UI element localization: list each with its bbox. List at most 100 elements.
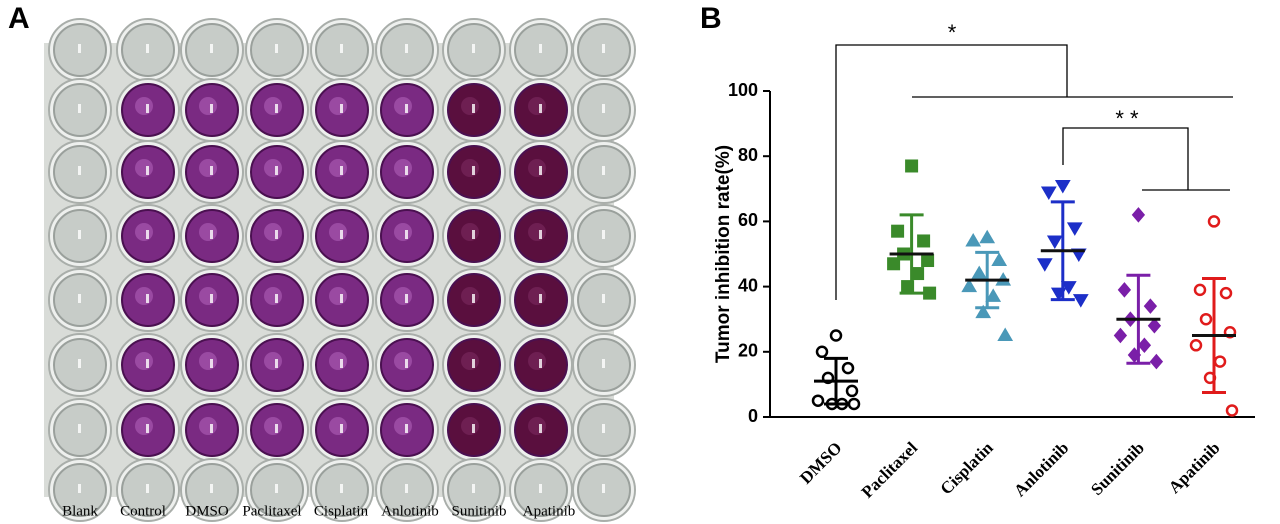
x-tick-label: Anlotinib (1010, 438, 1072, 500)
plate-photo (44, 18, 636, 522)
well-glare (340, 166, 343, 175)
point (1143, 298, 1158, 314)
well-glare (210, 424, 213, 433)
lane-label: Anlotinib (381, 503, 439, 519)
well-highlight (394, 159, 412, 177)
point (1113, 327, 1128, 344)
well-glare (146, 166, 149, 175)
well-highlight (329, 223, 347, 241)
well-glare (539, 294, 542, 303)
well-glare (602, 359, 605, 368)
lane-label: Cisplatin (314, 503, 369, 519)
point (811, 394, 825, 407)
y-tick-label: 80 (738, 145, 758, 165)
lane-label: Sunitinib (451, 503, 506, 519)
point (847, 397, 861, 411)
well-highlight (394, 352, 412, 370)
point (1189, 339, 1203, 352)
well-glare (539, 44, 542, 53)
point (1036, 258, 1053, 272)
point (815, 345, 829, 359)
significance-brackets (835, 44, 1233, 300)
point (1207, 215, 1221, 228)
well-glare (275, 230, 278, 239)
well-glare (405, 230, 408, 239)
lane-label: Apatinib (523, 503, 576, 519)
point (917, 234, 931, 248)
lane-label: Blank (62, 503, 98, 519)
point (1213, 355, 1227, 368)
x-tick-label: Paclitaxel (858, 438, 922, 502)
well-glare (210, 359, 213, 368)
well-glare (602, 44, 605, 53)
well-glare (340, 44, 343, 53)
well-highlight (461, 97, 479, 115)
point (1199, 312, 1213, 326)
point (1054, 180, 1071, 194)
well-glare (405, 44, 408, 53)
significance-label: * * (1115, 106, 1139, 131)
well-glare (275, 294, 278, 303)
point (891, 224, 905, 238)
lane-label: DMSO (185, 503, 229, 519)
x-tick-label: Apatinib (1165, 438, 1224, 497)
well-glare (405, 294, 408, 303)
point (1046, 235, 1063, 249)
well-glare (472, 484, 475, 493)
panel-label: A (8, 2, 30, 35)
well-highlight (394, 97, 412, 115)
well-glare (210, 294, 213, 303)
point (887, 257, 901, 271)
well-glare (405, 424, 408, 433)
well-glare (340, 104, 343, 113)
well-glare (146, 294, 149, 303)
well-glare (340, 424, 343, 433)
well-highlight (264, 287, 282, 305)
well-glare (539, 230, 542, 239)
well-glare (78, 166, 81, 175)
well-highlight (528, 223, 546, 241)
well-glare (78, 424, 81, 433)
well-highlight (135, 159, 153, 177)
well-glare (275, 484, 278, 493)
well-glare (472, 44, 475, 53)
point (1066, 222, 1083, 236)
well-highlight (528, 352, 546, 370)
well-highlight (394, 417, 412, 435)
point (1137, 337, 1152, 354)
point (921, 254, 935, 268)
point (1193, 283, 1207, 297)
well-highlight (528, 287, 546, 305)
well-highlight (394, 223, 412, 241)
well-highlight (135, 352, 153, 370)
point (923, 286, 937, 300)
well-glare (275, 359, 278, 368)
well-glare (146, 44, 149, 53)
point (1117, 282, 1132, 298)
point (979, 229, 996, 244)
well-highlight (329, 287, 347, 305)
point (845, 384, 859, 398)
y-tick-label: 40 (738, 275, 758, 295)
well-glare (472, 424, 475, 433)
well-highlight (461, 223, 479, 241)
x-tick-label: Cisplatin (937, 438, 998, 499)
well-glare (472, 294, 475, 303)
y-tick-label: 20 (738, 341, 758, 361)
significance-label: * (948, 20, 957, 45)
point (1072, 294, 1089, 308)
well-glare (539, 166, 542, 175)
well-highlight (199, 352, 217, 370)
well-glare (472, 104, 475, 113)
well-glare (78, 359, 81, 368)
well-glare (405, 484, 408, 493)
well-highlight (264, 159, 282, 177)
well-highlight (264, 97, 282, 115)
point (1149, 353, 1164, 370)
well-glare (472, 230, 475, 239)
well-highlight (264, 352, 282, 370)
well-highlight (199, 159, 217, 177)
well-glare (472, 359, 475, 368)
well-highlight (461, 159, 479, 177)
